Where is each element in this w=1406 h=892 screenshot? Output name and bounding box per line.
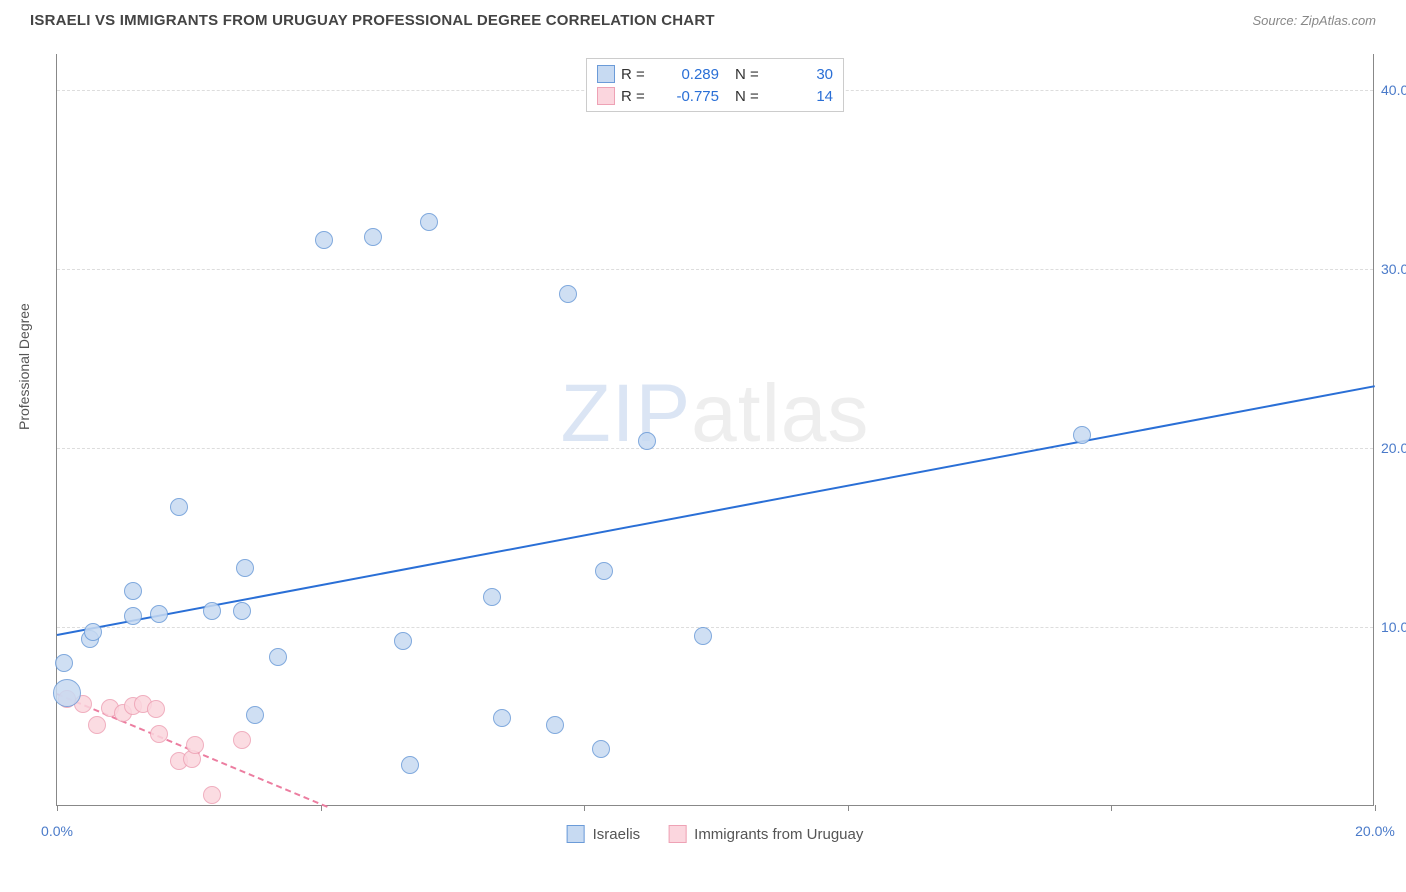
data-point-israelis — [150, 605, 168, 623]
data-point-israelis — [1073, 426, 1091, 444]
data-point-uruguay — [88, 716, 106, 734]
data-point-uruguay — [203, 786, 221, 804]
data-point-uruguay — [186, 736, 204, 754]
data-point-israelis — [420, 213, 438, 231]
grid-line — [57, 627, 1373, 628]
legend-label-israelis: Israelis — [593, 826, 641, 843]
grid-line — [57, 448, 1373, 449]
data-point-israelis — [53, 679, 81, 707]
swatch-israelis — [597, 65, 615, 83]
data-point-israelis — [638, 432, 656, 450]
data-point-israelis — [236, 559, 254, 577]
data-point-israelis — [592, 740, 610, 758]
plot-surface: 10.0%20.0%30.0%40.0%0.0%20.0% — [57, 54, 1373, 805]
swatch-uruguay — [668, 825, 686, 843]
data-point-israelis — [401, 756, 419, 774]
swatch-uruguay — [597, 87, 615, 105]
data-point-israelis — [233, 602, 251, 620]
data-point-israelis — [203, 602, 221, 620]
data-point-israelis — [246, 706, 264, 724]
y-tick-label: 40.0% — [1381, 82, 1406, 98]
correlation-legend: R = 0.289 N = 30 R = -0.775 N = 14 — [586, 58, 844, 112]
data-point-israelis — [124, 582, 142, 600]
x-tick — [848, 805, 849, 811]
page-title: ISRAELI VS IMMIGRANTS FROM URUGUAY PROFE… — [30, 12, 715, 29]
data-point-israelis — [269, 648, 287, 666]
data-point-israelis — [493, 709, 511, 727]
data-point-israelis — [84, 623, 102, 641]
n-label: N = — [735, 66, 767, 83]
x-tick — [57, 805, 58, 811]
r-value-israelis: 0.289 — [659, 66, 719, 83]
x-tick-label: 20.0% — [1355, 823, 1395, 839]
data-point-israelis — [595, 562, 613, 580]
scatter-chart: ZIPatlas 10.0%20.0%30.0%40.0%0.0%20.0% R… — [56, 54, 1374, 806]
n-value-israelis: 30 — [773, 66, 833, 83]
x-tick — [1111, 805, 1112, 811]
r-label: R = — [621, 66, 653, 83]
y-tick-label: 10.0% — [1381, 619, 1406, 635]
data-point-israelis — [483, 588, 501, 606]
x-tick — [584, 805, 585, 811]
data-point-uruguay — [150, 725, 168, 743]
series-legend: Israelis Immigrants from Uruguay — [567, 825, 864, 843]
legend-row-israelis: R = 0.289 N = 30 — [597, 63, 833, 85]
data-point-israelis — [124, 607, 142, 625]
data-point-israelis — [559, 285, 577, 303]
n-value-uruguay: 14 — [773, 88, 833, 105]
data-point-israelis — [170, 498, 188, 516]
swatch-israelis — [567, 825, 585, 843]
legend-item-israelis: Israelis — [567, 825, 641, 843]
r-value-uruguay: -0.775 — [659, 88, 719, 105]
legend-row-uruguay: R = -0.775 N = 14 — [597, 85, 833, 107]
x-tick — [1375, 805, 1376, 811]
y-tick-label: 20.0% — [1381, 440, 1406, 456]
trend-line — [57, 385, 1375, 636]
y-axis-label: Professional Degree — [16, 303, 32, 430]
x-tick-label: 0.0% — [41, 823, 73, 839]
data-point-israelis — [394, 632, 412, 650]
data-point-uruguay — [147, 700, 165, 718]
data-point-israelis — [55, 654, 73, 672]
legend-label-uruguay: Immigrants from Uruguay — [694, 826, 863, 843]
source-attribution: Source: ZipAtlas.com — [1252, 13, 1376, 28]
data-point-israelis — [694, 627, 712, 645]
data-point-uruguay — [233, 731, 251, 749]
grid-line — [57, 269, 1373, 270]
data-point-israelis — [315, 231, 333, 249]
legend-item-uruguay: Immigrants from Uruguay — [668, 825, 863, 843]
r-label: R = — [621, 88, 653, 105]
data-point-israelis — [364, 228, 382, 246]
y-tick-label: 30.0% — [1381, 261, 1406, 277]
data-point-israelis — [546, 716, 564, 734]
n-label: N = — [735, 88, 767, 105]
